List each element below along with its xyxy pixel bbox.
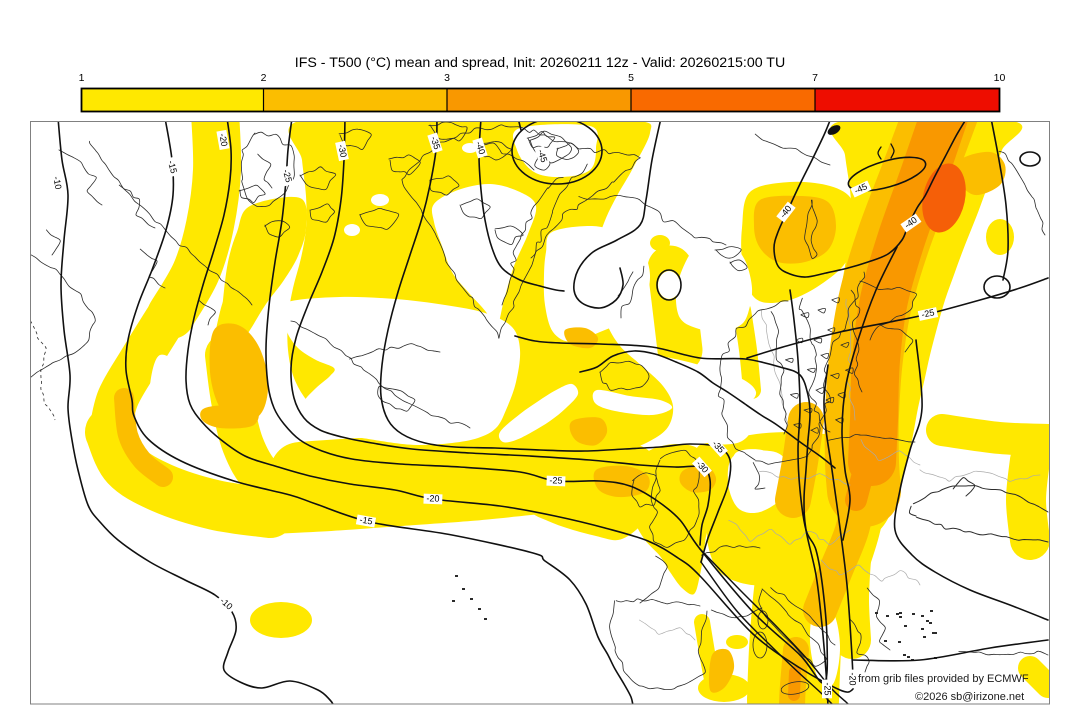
svg-text:-10: -10 bbox=[51, 176, 63, 191]
svg-text:-25: -25 bbox=[920, 307, 935, 319]
svg-text:-45: -45 bbox=[853, 181, 869, 196]
svg-text:-20: -20 bbox=[217, 133, 229, 148]
svg-text:IFS - T500 (°C) mean and sprea: IFS - T500 (°C) mean and spread, Init: 2… bbox=[295, 55, 785, 71]
svg-text:-45: -45 bbox=[536, 148, 550, 163]
svg-text:1: 1 bbox=[79, 72, 85, 84]
svg-text:-25: -25 bbox=[281, 168, 294, 183]
svg-text:-35: -35 bbox=[429, 135, 443, 150]
svg-text:-15: -15 bbox=[166, 159, 179, 174]
svg-text:-25: -25 bbox=[549, 475, 562, 485]
svg-text:2: 2 bbox=[261, 72, 267, 84]
svg-text:-40: -40 bbox=[474, 140, 488, 155]
svg-text:©2026 sb@irizone.net: ©2026 sb@irizone.net bbox=[915, 691, 1024, 703]
svg-text:7: 7 bbox=[812, 72, 818, 84]
svg-text:-25: -25 bbox=[823, 682, 833, 695]
svg-text:5: 5 bbox=[628, 72, 634, 84]
svg-text:-20: -20 bbox=[848, 672, 858, 685]
svg-text:from grib files provided by EC: from grib files provided by ECMWF bbox=[858, 673, 1029, 685]
svg-text:-20: -20 bbox=[426, 493, 439, 503]
svg-text:-30: -30 bbox=[336, 143, 348, 158]
svg-text:3: 3 bbox=[444, 72, 450, 84]
svg-text:10: 10 bbox=[994, 72, 1006, 84]
svg-text:-15: -15 bbox=[359, 514, 374, 526]
